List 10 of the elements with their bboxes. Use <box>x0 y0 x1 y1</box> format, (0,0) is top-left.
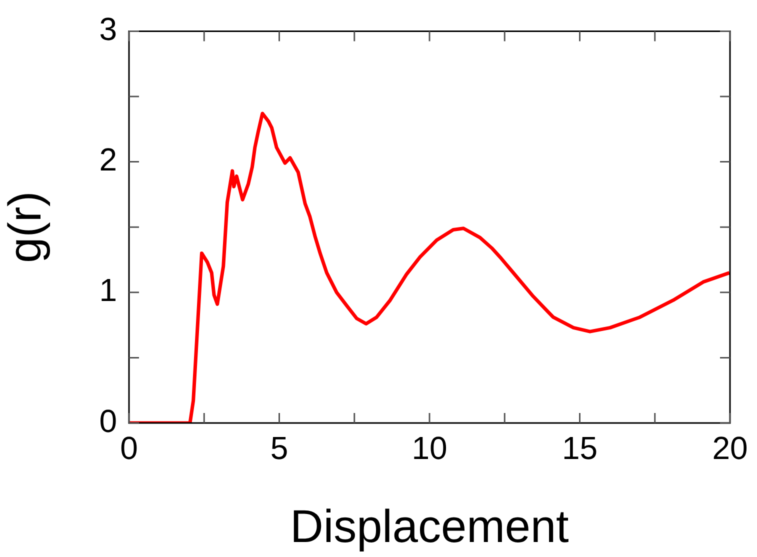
x-axis-title: Displacement <box>290 500 570 552</box>
y-tick-label: 1 <box>99 272 117 308</box>
x-tick-label: 20 <box>712 430 748 466</box>
x-tick-label: 5 <box>270 430 288 466</box>
y-tick-label: 3 <box>99 11 117 48</box>
y-tick-label: 0 <box>99 402 117 439</box>
y-tick-label: 2 <box>99 142 117 178</box>
y-axis-title: g(r) <box>0 191 50 263</box>
x-tick-label: 10 <box>412 430 448 466</box>
x-tick-label: 15 <box>562 430 598 466</box>
